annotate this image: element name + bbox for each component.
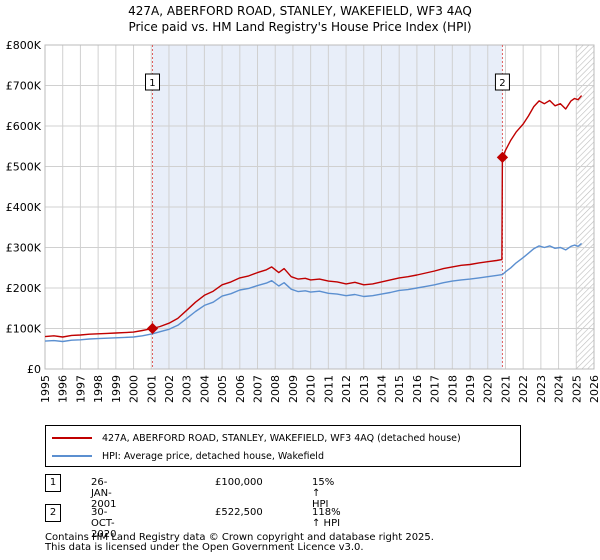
- y-tick-label: £800K: [6, 39, 42, 52]
- x-tick-label: 2006: [234, 375, 247, 403]
- x-tick-label: 2014: [375, 375, 388, 403]
- x-tick-label: 2002: [163, 375, 176, 403]
- transaction-hpi-change: 15% ↑ HPI: [312, 477, 335, 510]
- x-tick-label: 2026: [588, 375, 600, 403]
- x-tick-label: 2008: [269, 375, 282, 403]
- y-tick-label: £100K: [6, 323, 42, 336]
- transaction-date: 30-OCT-2020: [91, 507, 117, 540]
- x-tick-label: 2022: [517, 375, 530, 403]
- x-tick-label: 2013: [358, 375, 371, 403]
- legend-swatch-property: [52, 437, 92, 439]
- y-tick-label: £200K: [6, 282, 42, 295]
- x-tick-label: 1995: [39, 375, 52, 403]
- price-chart: £0 £100K £200K £300K £400K £500K £600K £700K £80…: [6, 39, 600, 403]
- x-tick-label: 2024: [553, 375, 566, 403]
- transaction-price: £522,500: [215, 507, 263, 518]
- plot-frame: [44, 44, 595, 370]
- chart-legend: 427A, ABERFORD ROAD, STANLEY, WAKEFIELD,…: [45, 425, 521, 467]
- x-tick-label: 2010: [305, 375, 318, 403]
- transaction-date: 26-JAN-2001: [91, 477, 117, 510]
- legend-swatch-hpi: [52, 455, 92, 457]
- x-tick-label: 2025: [570, 375, 583, 403]
- y-tick-label: £300K: [6, 242, 42, 255]
- sale-point-marker: [496, 151, 509, 164]
- legend-item-property: 427A, ABERFORD ROAD, STANLEY, WAKEFIELD,…: [52, 430, 461, 446]
- x-tick-label: 2018: [446, 375, 459, 403]
- x-tick-label: 2009: [287, 375, 300, 403]
- legend-label-hpi: HPI: Average price, detached house, Wake…: [102, 450, 324, 462]
- marker-label-box: [144, 73, 160, 91]
- hpi-series-line: [44, 242, 583, 343]
- x-tick-label: 2001: [145, 375, 158, 403]
- legend-label-property: 427A, ABERFORD ROAD, STANLEY, WAKEFIELD,…: [102, 432, 461, 444]
- marker-label: 2: [499, 78, 505, 89]
- x-tick-label: 1997: [74, 375, 87, 403]
- x-tick-label: 2016: [411, 375, 424, 403]
- x-tick-label: 2005: [216, 375, 229, 403]
- sale-point-marker: [146, 322, 159, 335]
- x-tick-label: 2019: [464, 375, 477, 403]
- y-tick-label: £700K: [6, 80, 42, 93]
- x-tick-label: 2021: [499, 375, 512, 403]
- x-tick-label: 2007: [252, 375, 265, 403]
- x-tick-label: 2023: [535, 375, 548, 403]
- y-tick-label: £0: [27, 363, 41, 376]
- transaction-badge: 2: [45, 504, 61, 522]
- x-tick-label: 1999: [110, 375, 123, 403]
- x-tick-label: 2020: [482, 375, 495, 403]
- marker-label: 1: [149, 78, 155, 89]
- x-tick-label: 2012: [340, 375, 353, 403]
- x-tick-label: 1998: [92, 375, 105, 403]
- x-tick-label: 2003: [181, 375, 194, 403]
- x-tick-label: 2015: [393, 375, 406, 403]
- transaction-badge: 1: [45, 474, 61, 492]
- x-tick-label: 2011: [322, 375, 335, 403]
- x-tick-label: 2000: [128, 375, 141, 403]
- x-tick-label: 2004: [198, 375, 211, 403]
- x-tick-label: 1996: [57, 375, 70, 403]
- legend-item-hpi: HPI: Average price, detached house, Wake…: [52, 448, 324, 464]
- footer-licence: This data is licensed under the Open Gov…: [45, 542, 364, 553]
- y-tick-label: £500K: [6, 161, 42, 174]
- chart-title: 427A, ABERFORD ROAD, STANLEY, WAKEFIELD,…: [128, 4, 472, 18]
- y-tick-label: £600K: [6, 120, 42, 133]
- chart-subtitle: Price paid vs. HM Land Registry's House …: [128, 20, 472, 34]
- footer-copyright: Contains HM Land Registry data © Crown c…: [45, 532, 434, 543]
- y-tick-label: £400K: [6, 201, 42, 214]
- marker-label-box: [494, 73, 510, 91]
- x-tick-label: 2017: [429, 375, 442, 403]
- transaction-hpi-change: 118% ↑ HPI: [312, 507, 341, 529]
- transaction-price: £100,000: [215, 477, 263, 488]
